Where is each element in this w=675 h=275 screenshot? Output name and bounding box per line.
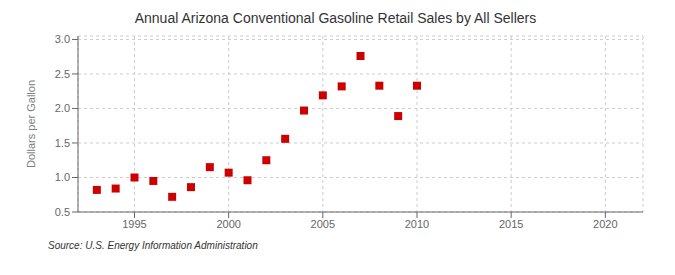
html-text:Annual Arizona Conventional Ga: Annual Arizona Conventional Gasoline Ret…	[134, 10, 537, 26]
svg-text:1995: 1995	[122, 218, 146, 230]
svg-text:0.5: 0.5	[55, 206, 70, 218]
svg-text:1.5: 1.5	[55, 137, 70, 149]
html-text:Source: U.S. Energy Informatio: Source: U.S. Energy Information Administ…	[48, 240, 258, 251]
svg-text:2015: 2015	[499, 218, 523, 230]
svg-text:2005: 2005	[311, 218, 335, 230]
svg-text:1.0: 1.0	[55, 171, 70, 183]
svg-text:2.0: 2.0	[55, 102, 70, 114]
svg-text:3.0: 3.0	[55, 33, 70, 45]
svg-text:Dollars per Gallon: Dollars per Gallon	[25, 80, 37, 168]
svg-text:2000: 2000	[216, 218, 240, 230]
svg-text:2020: 2020	[593, 218, 617, 230]
svg-text:2.5: 2.5	[55, 68, 70, 80]
svg-text:2010: 2010	[405, 218, 429, 230]
